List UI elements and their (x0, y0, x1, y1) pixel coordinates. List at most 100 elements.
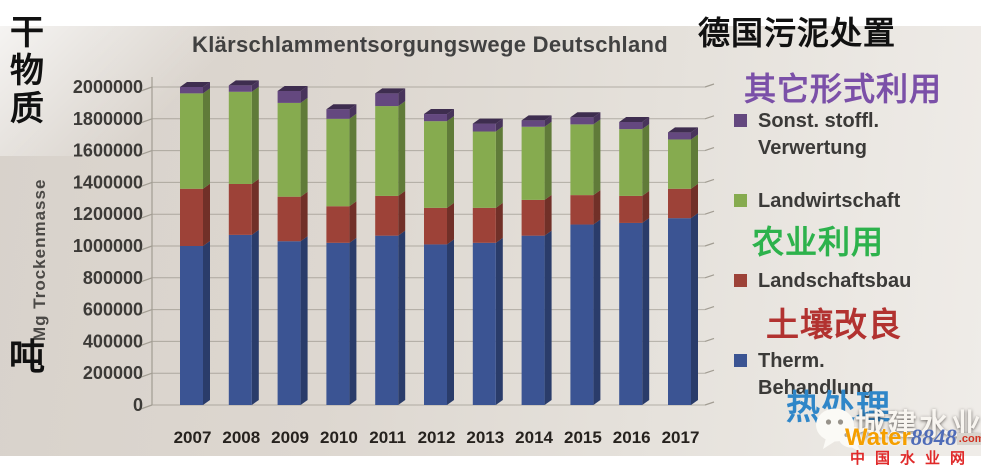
bar-segment-2016-sonst-stoffl-verwertung (619, 121, 643, 130)
legend-item-sonst-stoffl-verwertung: Sonst. stoffl. Verwertung (734, 108, 934, 162)
bar-segment-2015-landwirtschaft (570, 124, 594, 196)
legend-label: Sonst. stoffl. Verwertung (758, 110, 880, 159)
bar-segment-2012-landschaftsbau (424, 207, 447, 245)
y-axis-tick (137, 277, 153, 284)
bar-segment-2010-therm-behandlung (326, 242, 350, 405)
bar-side-2014 (544, 121, 552, 200)
y-axis-tick-right (704, 242, 715, 247)
wechat-icon (816, 408, 864, 453)
bar-side-2014 (544, 115, 552, 127)
bar-segment-2009-sonst-stoffl-verwertung (277, 90, 301, 103)
bar-segment-2007-landschaftsbau (180, 188, 203, 246)
bar-segment-2012-therm-behandlung (424, 244, 447, 405)
x-tick-label: 2010 (320, 428, 358, 447)
y-axis-tick (137, 118, 153, 125)
y-axis-tick (137, 181, 153, 188)
bar-segment-2011-landschaftsbau (375, 195, 399, 236)
watermark-logo: Water8848 .com (845, 424, 981, 452)
bar-side-2011 (398, 230, 406, 405)
bar-side-2014 (544, 194, 552, 236)
bar-side-2015 (593, 112, 601, 125)
bar-segment-2007-therm-behandlung (180, 246, 203, 405)
bar-top-2015 (570, 112, 601, 118)
chart-title: Klärschlammentsorgungswege Deutschland (192, 32, 668, 57)
bar-segment-2007-sonst-stoffl-verwertung (180, 87, 203, 94)
bar-side-2015 (593, 219, 601, 405)
bar-top-2010 (326, 104, 357, 110)
bar-segment-2011-sonst-stoffl-verwertung (375, 93, 399, 107)
y-axis-tick (137, 86, 153, 93)
bar-segment-2015-landschaftsbau (570, 195, 594, 225)
y-axis-tick (137, 150, 153, 157)
y-axis-tick-right (704, 115, 715, 120)
bar-side-2012 (447, 202, 454, 245)
legend-label: Therm. Behandlung (758, 350, 874, 399)
y-tick-label: 1200000 (73, 204, 143, 224)
bar-segment-2014-landwirtschaft (521, 126, 545, 200)
legend-item-landschaftsbau: Landschaftsbau (734, 268, 934, 295)
bar-side-2017 (691, 183, 698, 219)
bar-side-2009 (300, 85, 308, 103)
bar-segment-2008-landschaftsbau (228, 183, 252, 235)
bar-top-2009 (277, 85, 308, 91)
y-tick-label: 1600000 (73, 141, 143, 161)
bar-segment-2012-sonst-stoffl-verwertung (424, 114, 447, 122)
bar-side-2015 (593, 119, 601, 196)
bar-side-2012 (447, 109, 454, 122)
bar-side-2013 (495, 237, 503, 405)
bar-side-2013 (495, 126, 503, 208)
bar-side-2010 (349, 104, 357, 119)
x-tick-label: 2016 (613, 428, 651, 447)
bar-top-2008 (228, 80, 259, 86)
y-axis-tick-right (704, 337, 715, 342)
bar-side-2011 (398, 101, 406, 196)
bar-side-2013 (495, 202, 503, 243)
bar-side-2012 (447, 239, 454, 405)
bar-segment-2013-landschaftsbau (472, 207, 496, 243)
x-tick-label: 2014 (515, 428, 553, 447)
bar-side-2008 (251, 80, 259, 92)
x-tick-label: 2011 (369, 428, 406, 447)
bar-side-2017 (691, 127, 698, 140)
y-tick-label: 1800000 (73, 109, 143, 129)
bar-side-2016 (642, 190, 650, 223)
x-tick-label: 2012 (418, 428, 456, 447)
x-tick-label: 2008 (222, 428, 260, 447)
y-tick-label: 1000000 (73, 236, 143, 256)
y-axis-tick (137, 245, 153, 252)
y-tick-label: 600000 (83, 300, 143, 320)
bar-side-2010 (349, 113, 357, 207)
bar-side-2013 (495, 118, 503, 132)
y-tick-label: 2000000 (73, 77, 143, 97)
bar-top-2014 (521, 115, 552, 121)
legend-swatch-purple (734, 114, 747, 127)
watermark-site-name: 中国水业网 (850, 450, 976, 467)
y-axis-tick (137, 372, 153, 379)
bar-segment-2011-landwirtschaft (375, 106, 399, 196)
y-axis-tick-right (704, 83, 715, 88)
bar-side-2008 (251, 86, 259, 184)
bar-segment-2010-landschaftsbau (326, 206, 350, 243)
bar-segment-2016-landwirtschaft (619, 129, 643, 196)
y-tick-label: 0 (133, 395, 143, 415)
legend-item-therm-behandlung: Therm. Behandlung (734, 348, 934, 402)
bar-side-2009 (300, 191, 308, 242)
y-axis-annotation-dry-matter: 干物质 (10, 14, 44, 128)
bar-segment-2008-therm-behandlung (228, 234, 252, 405)
legend-swatch-green (734, 194, 747, 207)
bar-segment-2013-sonst-stoffl-verwertung (472, 123, 496, 132)
bar-side-2011 (398, 88, 406, 107)
y-tick-label: 800000 (83, 268, 143, 288)
bar-segment-2014-landschaftsbau (521, 199, 545, 236)
y-axis-tick (137, 340, 153, 347)
bar-side-2009 (300, 97, 308, 197)
bar-side-2007 (203, 183, 210, 246)
bar-side-2012 (447, 116, 454, 208)
y-tick-label: 1400000 (73, 172, 143, 192)
y-axis-tick (137, 213, 153, 220)
x-tick-label: 2013 (466, 428, 504, 447)
bar-segment-2009-therm-behandlung (277, 241, 301, 405)
bar-side-2009 (300, 236, 308, 405)
bar-segment-2008-landwirtschaft (228, 91, 252, 184)
